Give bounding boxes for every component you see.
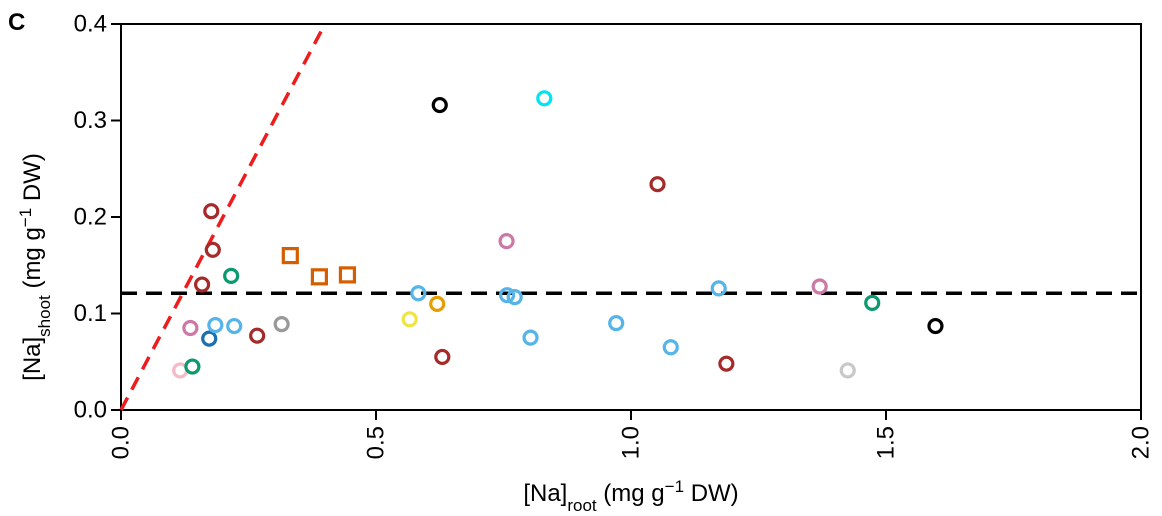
y-tick-label: 0.1 — [74, 300, 107, 327]
data-point — [203, 203, 220, 220]
data-point — [193, 276, 211, 293]
plot-frame — [120, 23, 1142, 411]
y-axis-title: [Na]shoot (mg g−1 DW) — [16, 153, 54, 381]
data-point — [401, 311, 418, 328]
data-point — [536, 90, 553, 107]
data-point — [498, 287, 516, 304]
y-tick-label: 0.4 — [74, 11, 107, 38]
data-point — [811, 278, 828, 295]
data-point — [431, 96, 448, 114]
data-point — [522, 329, 539, 346]
data-point — [184, 358, 201, 375]
data-point — [204, 241, 221, 258]
data-point — [410, 285, 427, 302]
x-tick-label: 0.5 — [363, 426, 390, 459]
data-point — [498, 233, 515, 250]
data-point — [710, 280, 727, 297]
data-point — [249, 327, 266, 344]
data-point — [864, 294, 881, 311]
data-point — [201, 330, 218, 347]
one-to-one-reference-line — [119, 23, 327, 411]
data-point — [649, 176, 666, 193]
data-point — [608, 315, 625, 332]
data-points — [172, 90, 944, 379]
data-point — [839, 362, 856, 379]
data-point — [927, 317, 944, 335]
data-point — [506, 288, 523, 306]
data-point — [207, 316, 224, 334]
data-point — [226, 317, 243, 335]
data-point — [718, 355, 735, 372]
panel-label: C — [8, 9, 25, 36]
x-tick-label: 0.0 — [108, 426, 135, 459]
y-tick-label: 0.3 — [74, 107, 107, 134]
data-point — [273, 316, 290, 333]
x-axis-title: [Na]root (mg g−1 DW) — [523, 477, 738, 515]
data-point-square — [338, 266, 357, 284]
data-point-square — [310, 268, 328, 286]
x-tick-label: 1.0 — [618, 426, 645, 459]
y-tick-label: 0.0 — [74, 397, 107, 424]
x-tick-label: 1.5 — [873, 426, 900, 459]
data-point — [662, 339, 679, 356]
data-point — [223, 267, 240, 284]
y-tick-label: 0.2 — [74, 204, 107, 231]
data-point-square — [281, 247, 299, 265]
data-point — [429, 295, 446, 312]
data-point — [434, 348, 451, 366]
y-axis-ticks: 0.0 0.1 0.2 0.3 0.4 — [74, 11, 121, 424]
data-point — [182, 319, 199, 337]
x-tick-label: 2.0 — [1128, 426, 1155, 459]
x-axis-ticks: 0.0 0.5 1.0 1.5 2.0 — [108, 410, 1155, 459]
